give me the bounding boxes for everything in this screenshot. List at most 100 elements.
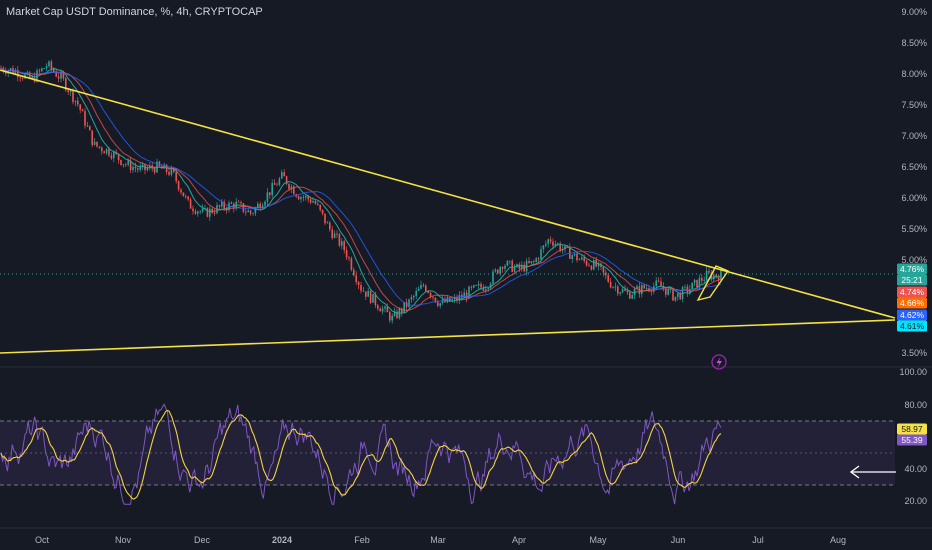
candle bbox=[509, 260, 511, 262]
candle bbox=[698, 277, 701, 288]
candle bbox=[297, 196, 300, 200]
price-tick-label: 8.00% bbox=[901, 69, 927, 79]
candle bbox=[209, 208, 211, 217]
candle bbox=[677, 293, 679, 297]
time-tick-label: 2024 bbox=[272, 535, 292, 545]
candle bbox=[360, 285, 362, 291]
candle bbox=[365, 291, 367, 297]
rsi-value-badge-text: 55.39 bbox=[901, 435, 923, 445]
candle bbox=[19, 77, 21, 78]
candle bbox=[281, 172, 283, 179]
candle bbox=[679, 293, 681, 300]
candle bbox=[134, 166, 137, 169]
candle bbox=[96, 141, 98, 147]
candle bbox=[482, 287, 485, 291]
candle bbox=[569, 246, 571, 259]
rsi-tick-label: 20.00 bbox=[904, 496, 927, 506]
candle bbox=[617, 286, 619, 294]
rising-channel[interactable] bbox=[696, 265, 730, 302]
candle bbox=[511, 260, 513, 272]
candle bbox=[381, 308, 384, 312]
candle bbox=[391, 315, 393, 321]
candle bbox=[199, 211, 201, 213]
price-axis[interactable]: 9.00% 8.50% 8.00% 7.50% 7.00% 6.50% 6.00% 5.50%… bbox=[901, 7, 927, 358]
time-tick-label: Jul bbox=[752, 535, 764, 545]
candle bbox=[194, 211, 197, 214]
candle bbox=[497, 269, 499, 274]
candle bbox=[465, 292, 468, 299]
candle bbox=[684, 286, 686, 288]
ma-blue-badge: 4.62% bbox=[897, 309, 927, 321]
candle bbox=[501, 267, 504, 269]
candle bbox=[660, 281, 662, 287]
candle bbox=[470, 286, 473, 288]
candle bbox=[93, 141, 96, 145]
time-tick-label: Nov bbox=[115, 535, 132, 545]
candle bbox=[271, 183, 273, 196]
candle bbox=[331, 229, 333, 238]
candle bbox=[177, 181, 180, 190]
candle bbox=[67, 90, 69, 92]
candle bbox=[554, 244, 557, 246]
candle bbox=[180, 189, 182, 193]
candle bbox=[441, 298, 444, 304]
candle bbox=[405, 302, 408, 307]
candle bbox=[132, 166, 134, 171]
lower-trendline[interactable] bbox=[0, 319, 896, 354]
candle bbox=[408, 299, 410, 307]
candle bbox=[444, 298, 446, 303]
rsi-tick-label: 100.00 bbox=[899, 367, 927, 377]
candle bbox=[506, 260, 509, 266]
candle bbox=[165, 164, 168, 173]
upper-trendline[interactable] bbox=[0, 69, 896, 319]
candle bbox=[427, 291, 429, 293]
price-tick-label: 5.50% bbox=[901, 224, 927, 234]
candle bbox=[583, 257, 585, 261]
candle bbox=[307, 195, 309, 200]
candle bbox=[252, 213, 254, 215]
chart-title: Market Cap USDT Dominance, %, 4h, CRYPTO… bbox=[6, 6, 263, 18]
time-tick-label: Dec bbox=[194, 535, 211, 545]
candle bbox=[420, 284, 422, 289]
candle bbox=[81, 109, 84, 112]
candle bbox=[343, 241, 345, 251]
candle bbox=[333, 233, 336, 238]
time-tick-label: Feb bbox=[354, 535, 370, 545]
lightning-icon[interactable] bbox=[711, 354, 727, 370]
candle bbox=[602, 266, 605, 273]
candle bbox=[451, 299, 453, 302]
candle bbox=[513, 267, 516, 272]
candle bbox=[542, 245, 545, 250]
candle bbox=[182, 192, 185, 197]
ma-blue-badge-text: 4.62% bbox=[900, 310, 925, 320]
candle bbox=[607, 275, 609, 282]
candle bbox=[636, 286, 638, 289]
candle bbox=[185, 196, 187, 198]
candle bbox=[691, 282, 693, 290]
candle bbox=[612, 286, 614, 288]
candle bbox=[218, 205, 221, 207]
price-tick-label: 8.50% bbox=[901, 38, 927, 48]
candle bbox=[259, 203, 261, 209]
candle bbox=[439, 303, 441, 306]
candle bbox=[62, 73, 65, 79]
candle bbox=[605, 272, 607, 276]
candle bbox=[175, 171, 177, 182]
candle bbox=[53, 69, 55, 72]
candle bbox=[417, 288, 420, 291]
candle bbox=[537, 258, 540, 260]
candle bbox=[125, 164, 127, 166]
candle bbox=[410, 297, 413, 300]
candle bbox=[489, 283, 492, 289]
candle bbox=[314, 201, 317, 204]
candle bbox=[223, 201, 225, 209]
countdown-badge-text: 25:21 bbox=[901, 275, 923, 285]
price-tick-label: 6.00% bbox=[901, 193, 927, 203]
candle bbox=[122, 164, 125, 166]
candle bbox=[413, 295, 415, 298]
candle bbox=[379, 308, 381, 312]
time-axis[interactable]: Oct Nov Dec 2024 Feb Mar Apr May Jun Jul Aug bbox=[35, 535, 846, 545]
candle bbox=[446, 297, 449, 303]
candle bbox=[545, 243, 547, 246]
